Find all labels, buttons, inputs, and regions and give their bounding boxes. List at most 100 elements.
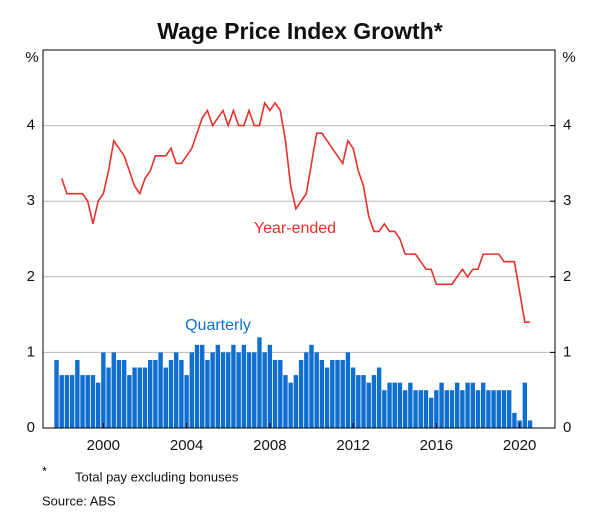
bar <box>319 359 325 428</box>
footnote: Total pay excluding bonuses <box>75 469 239 484</box>
y2-tick-label: 0 <box>563 419 571 436</box>
bar <box>491 390 496 428</box>
bar <box>454 382 460 428</box>
bar <box>257 337 262 428</box>
y-tick-label: 1 <box>27 343 35 360</box>
bar <box>309 344 314 428</box>
x-tick-label: 2004 <box>170 437 203 454</box>
bar <box>361 375 366 428</box>
bar <box>267 344 273 428</box>
bar <box>205 359 210 428</box>
bar <box>449 390 455 428</box>
bar <box>142 367 148 428</box>
source: Source: ABS <box>42 493 116 508</box>
bar <box>121 359 127 428</box>
bar <box>184 375 189 428</box>
bar <box>179 359 184 428</box>
bar <box>116 359 122 428</box>
bar <box>335 359 340 428</box>
bar <box>376 367 382 428</box>
chart-title: Wage Price Index Growth* <box>157 18 442 44</box>
x-tick-label: 2000 <box>87 437 120 454</box>
x-tick-label: 2008 <box>253 437 286 454</box>
plot-frame <box>42 49 556 429</box>
x-tick-label: 2012 <box>336 437 369 454</box>
y-axis-unit: % <box>25 49 38 66</box>
bar <box>387 382 392 428</box>
bar <box>111 352 116 428</box>
bar <box>382 390 387 428</box>
bar <box>460 390 465 428</box>
bar <box>90 375 96 428</box>
y-tick-label: 3 <box>27 192 35 209</box>
y-tick-label: 0 <box>27 419 35 436</box>
y2-tick-label: 4 <box>563 117 571 134</box>
bar <box>507 390 512 428</box>
bar <box>127 375 132 428</box>
y2-axis-unit: % <box>562 49 575 66</box>
legend-label: Quarterly <box>185 317 251 334</box>
y2-tick-label: 2 <box>563 268 571 285</box>
bar <box>512 412 517 428</box>
bar <box>324 367 330 428</box>
bar <box>439 382 444 428</box>
bar <box>350 367 356 428</box>
bar <box>288 382 293 428</box>
bar <box>75 359 80 428</box>
bar <box>163 367 168 428</box>
bar <box>392 382 397 428</box>
bar <box>283 375 288 428</box>
bar <box>226 352 231 428</box>
bar <box>231 344 236 428</box>
bar <box>428 397 434 428</box>
bar <box>241 344 247 428</box>
x-tick-label: 2016 <box>420 437 453 454</box>
bar <box>189 352 195 428</box>
bar <box>402 390 408 428</box>
bar <box>220 352 226 428</box>
bar <box>470 382 475 428</box>
bar <box>59 375 64 428</box>
bar <box>194 344 200 428</box>
bar <box>314 352 319 428</box>
bar <box>54 359 59 428</box>
bar <box>480 382 486 428</box>
bar <box>95 382 101 428</box>
y2-tick-label: 3 <box>563 192 571 209</box>
bar <box>262 352 267 428</box>
bar <box>465 382 470 428</box>
bar <box>527 420 533 428</box>
x-tick-label: 2020 <box>503 437 536 454</box>
bar <box>215 344 221 428</box>
bar <box>330 359 335 428</box>
bar <box>80 375 85 428</box>
bar <box>340 359 345 428</box>
bar <box>153 359 158 428</box>
bar <box>85 375 90 428</box>
bar <box>304 352 309 428</box>
footnote-marker: * <box>42 463 47 478</box>
bar <box>246 352 252 428</box>
bar <box>137 367 142 428</box>
bar <box>371 375 377 428</box>
bar <box>496 390 502 428</box>
y-tick-label: 4 <box>27 117 35 134</box>
bar <box>366 382 371 428</box>
bar <box>200 344 205 428</box>
bar <box>444 390 449 428</box>
y2-tick-label: 1 <box>563 343 571 360</box>
bar <box>486 390 491 428</box>
bar <box>356 375 361 428</box>
bar <box>298 359 304 428</box>
bar <box>69 375 75 428</box>
bar <box>101 352 106 428</box>
bar <box>64 375 70 428</box>
bar <box>252 352 257 428</box>
bar <box>413 390 418 428</box>
bar <box>475 390 481 428</box>
bar <box>272 359 278 428</box>
bar <box>168 359 174 428</box>
bar <box>278 359 283 428</box>
bar <box>434 390 439 428</box>
bar <box>345 352 351 428</box>
